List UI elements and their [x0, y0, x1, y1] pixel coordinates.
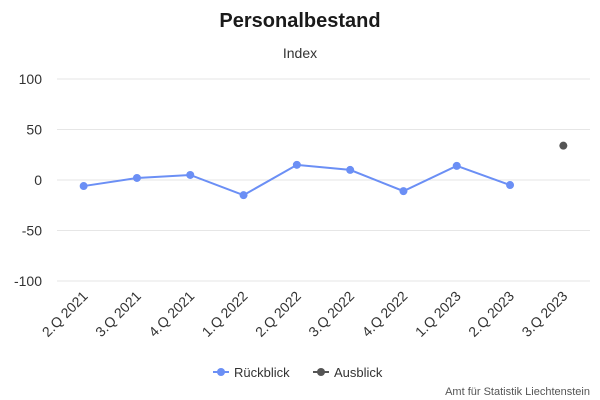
x-tick-label: 3.Q 2022 [305, 288, 357, 340]
data-point[interactable] [79, 182, 88, 191]
grid-lines [57, 78, 590, 282]
x-axis-ticks: 2.Q 2021 3.Q 2021 4.Q 2021 1.Q 2022 2.Q 2022… [39, 288, 571, 340]
x-tick-label: 4.Q 2021 [145, 288, 197, 340]
x-tick-label: 1.Q 2023 [412, 288, 464, 340]
series-layer [79, 141, 568, 200]
legend-marker [217, 368, 225, 376]
x-tick-label: 1.Q 2022 [199, 288, 251, 340]
chart-title: Personalbestand [219, 10, 380, 32]
y-tick-label: -50 [22, 223, 42, 239]
chart-credit: Amt für Statistik Liechtenstein [445, 386, 590, 398]
x-tick-label: 4.Q 2022 [359, 288, 411, 340]
y-tick-label: -100 [14, 273, 42, 289]
chart-subtitle: Index [283, 45, 317, 61]
x-tick-label: 2.Q 2022 [252, 288, 304, 340]
x-tick-label: 3.Q 2023 [518, 288, 570, 340]
legend-label: Rückblick [234, 365, 290, 380]
x-tick-label: 2.Q 2023 [465, 288, 517, 340]
legend-marker [317, 368, 325, 376]
data-point[interactable] [559, 141, 568, 150]
data-point[interactable] [399, 187, 408, 196]
data-point[interactable] [452, 161, 461, 170]
legend-item[interactable]: Rückblick [213, 365, 290, 380]
legend-label: Ausblick [334, 365, 383, 380]
data-point[interactable] [346, 165, 355, 174]
data-point[interactable] [292, 160, 301, 169]
y-tick-label: 100 [19, 71, 43, 87]
x-tick-label: 2.Q 2021 [39, 288, 91, 340]
legend: Rückblick Ausblick [213, 365, 383, 380]
legend-item[interactable]: Ausblick [313, 365, 383, 380]
y-tick-label: 50 [26, 122, 42, 138]
data-point[interactable] [186, 170, 195, 179]
data-point[interactable] [132, 173, 141, 182]
x-tick-label: 3.Q 2021 [92, 288, 144, 340]
data-point[interactable] [506, 181, 515, 190]
y-axis-ticks: 100 50 0 -50 -100 [14, 71, 42, 289]
data-point[interactable] [239, 191, 248, 200]
y-tick-label: 0 [34, 172, 42, 188]
